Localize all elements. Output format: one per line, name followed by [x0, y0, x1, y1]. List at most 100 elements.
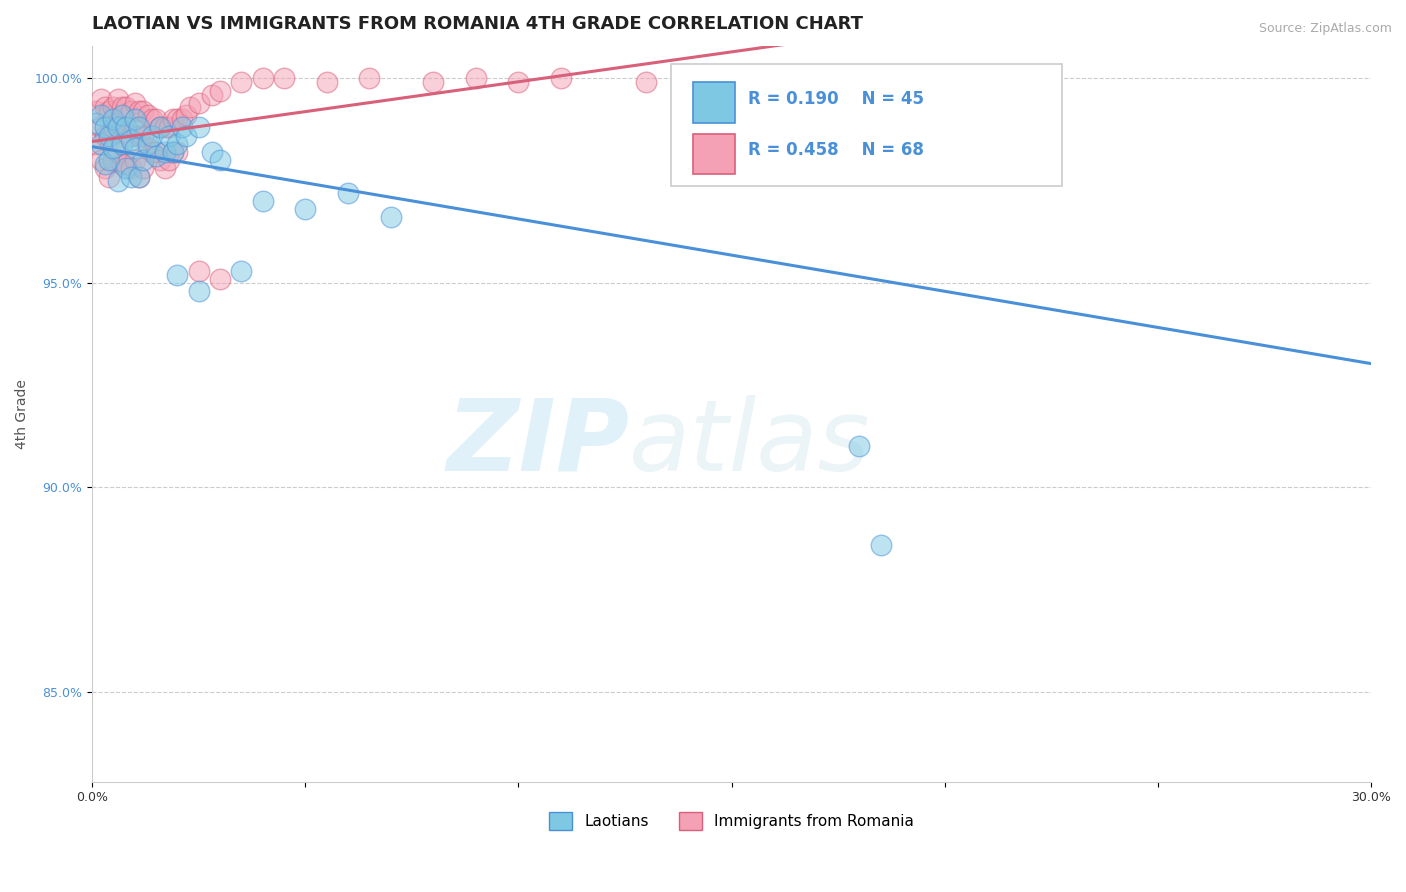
Point — [187, 284, 209, 298]
Point — [187, 263, 209, 277]
Point — [94, 100, 117, 114]
Point — [636, 75, 658, 89]
Point — [187, 95, 209, 110]
Point — [98, 169, 121, 184]
Point — [136, 108, 159, 122]
Point — [111, 157, 134, 171]
Point — [157, 120, 180, 135]
Point — [252, 194, 274, 208]
Point — [359, 71, 381, 86]
Point — [111, 100, 134, 114]
Point — [103, 153, 125, 168]
Point — [174, 108, 197, 122]
Point — [94, 128, 117, 143]
Point — [98, 133, 121, 147]
Point — [273, 71, 295, 86]
Point — [98, 128, 121, 143]
Point — [162, 145, 184, 159]
Point — [166, 112, 188, 127]
Point — [145, 149, 167, 163]
Point — [128, 169, 150, 184]
Point — [120, 128, 142, 143]
Point — [294, 202, 316, 217]
Point — [550, 71, 572, 86]
Point — [103, 120, 125, 135]
Y-axis label: 4th Grade: 4th Grade — [15, 379, 30, 449]
Point — [98, 104, 121, 119]
Point — [934, 75, 956, 89]
Point — [103, 100, 125, 114]
Point — [107, 92, 129, 106]
Point — [170, 112, 193, 127]
Point — [153, 145, 176, 159]
Point — [90, 108, 112, 122]
Point — [231, 263, 253, 277]
Point — [86, 116, 108, 130]
Point — [141, 128, 163, 143]
Point — [209, 271, 232, 285]
Point — [107, 116, 129, 130]
Point — [107, 120, 129, 135]
Point — [252, 71, 274, 86]
Point — [98, 153, 121, 168]
Point — [115, 120, 138, 135]
Text: atlas: atlas — [630, 394, 870, 491]
Point — [157, 128, 180, 143]
Point — [90, 92, 112, 106]
Point — [166, 136, 188, 151]
Point — [141, 112, 163, 127]
Point — [90, 120, 112, 135]
Point — [90, 153, 112, 168]
Point — [128, 128, 150, 143]
Point — [124, 112, 146, 127]
Point — [128, 120, 150, 135]
Point — [94, 157, 117, 171]
Bar — [693, 134, 735, 175]
Legend: Laotians, Immigrants from Romania: Laotians, Immigrants from Romania — [543, 805, 921, 837]
Point — [111, 108, 134, 122]
Point — [149, 153, 172, 168]
Point — [128, 169, 150, 184]
Point — [976, 79, 998, 94]
Point — [145, 112, 167, 127]
Point — [141, 145, 163, 159]
Point — [132, 128, 155, 143]
Text: LAOTIAN VS IMMIGRANTS FROM ROMANIA 4TH GRADE CORRELATION CHART: LAOTIAN VS IMMIGRANTS FROM ROMANIA 4TH G… — [93, 15, 863, 33]
FancyBboxPatch shape — [672, 64, 1062, 186]
Point — [124, 141, 146, 155]
Point — [107, 173, 129, 187]
Point — [231, 75, 253, 89]
Point — [136, 141, 159, 155]
Point — [111, 136, 134, 151]
Point — [115, 124, 138, 138]
Point — [120, 104, 142, 119]
Point — [153, 120, 176, 135]
Text: R = 0.458    N = 68: R = 0.458 N = 68 — [748, 141, 924, 159]
Point — [120, 169, 142, 184]
Point — [166, 268, 188, 282]
Point — [115, 100, 138, 114]
Point — [120, 133, 142, 147]
Point — [111, 120, 134, 135]
Point — [136, 136, 159, 151]
Point — [157, 153, 180, 168]
Point — [162, 112, 184, 127]
Point — [336, 186, 359, 200]
Point — [132, 161, 155, 176]
Point — [153, 161, 176, 176]
Point — [187, 120, 209, 135]
Point — [179, 100, 201, 114]
Text: R = 0.190    N = 45: R = 0.190 N = 45 — [748, 90, 924, 108]
Point — [869, 537, 891, 551]
Bar — [693, 82, 735, 123]
Point — [124, 95, 146, 110]
Point — [422, 75, 444, 89]
Point — [380, 211, 402, 225]
Point — [86, 136, 108, 151]
Point — [115, 161, 138, 176]
Point — [103, 141, 125, 155]
Point — [128, 104, 150, 119]
Point — [132, 104, 155, 119]
Point — [94, 120, 117, 135]
Point — [149, 120, 172, 135]
